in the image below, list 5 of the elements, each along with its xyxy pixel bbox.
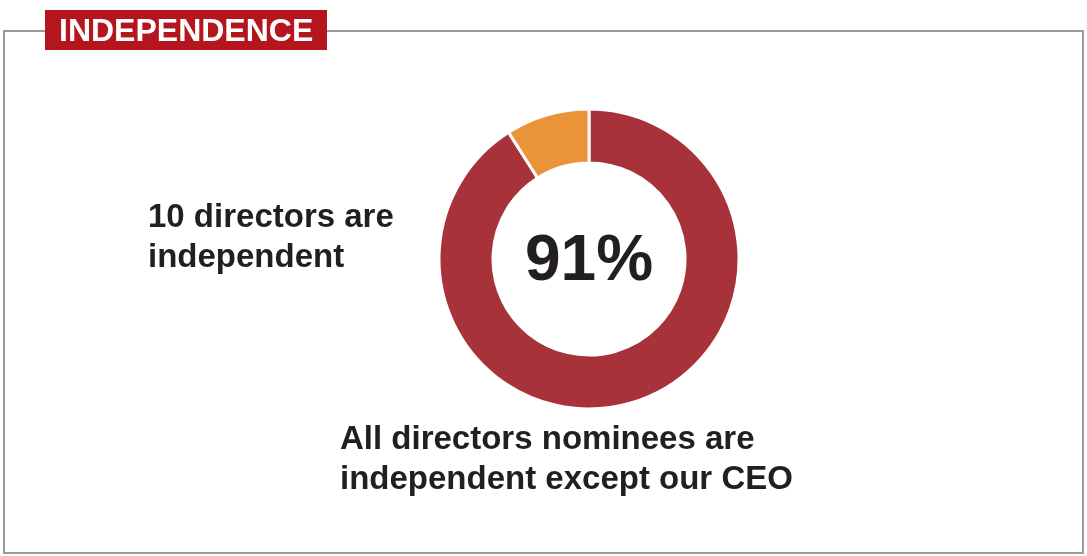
- text: All directors nominees are independent except our CEO: [340, 418, 794, 498]
- data-label: 91%: [524, 222, 654, 294]
- text: 10 directors are independent: [148, 196, 395, 276]
- chart-title: INDEPENDENCE: [45, 10, 328, 50]
- donut-slice: [439, 109, 739, 409]
